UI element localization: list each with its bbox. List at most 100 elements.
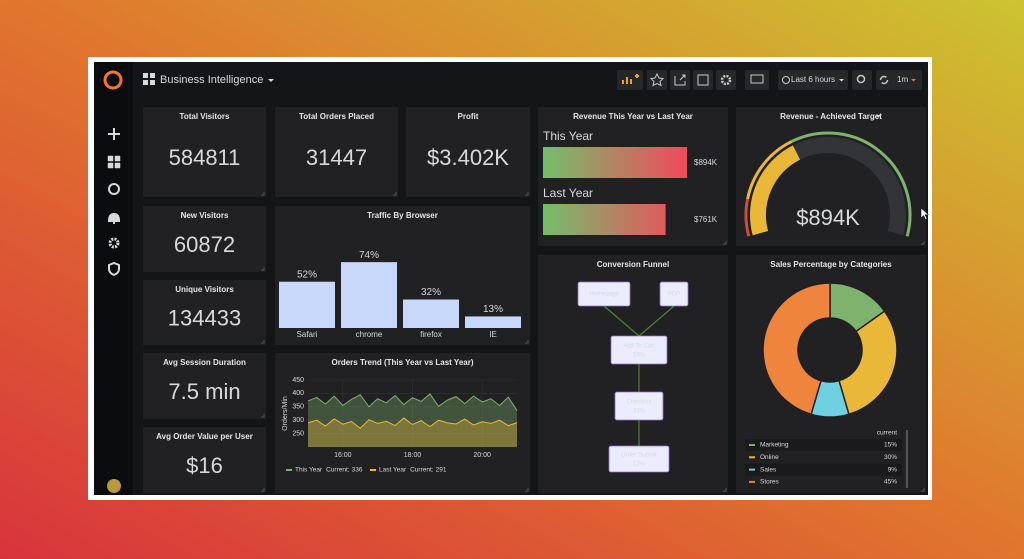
y-tick-label: 350 [292, 404, 304, 411]
bar [543, 204, 666, 235]
funnel-node [577, 281, 631, 307]
sidebar-icons [107, 128, 121, 277]
legend-name: Last Year [379, 467, 407, 474]
node-value: 13% [633, 462, 646, 468]
x-tick-label: 20:00 [473, 452, 491, 459]
bar [543, 147, 688, 178]
settings-button[interactable] [716, 70, 736, 90]
logo[interactable] [103, 70, 123, 90]
zoom-icon [856, 74, 866, 84]
value-label: 32% [421, 287, 441, 298]
create-icon[interactable] [108, 128, 120, 140]
panel-title: Revenue - Achieved Target [780, 112, 882, 121]
bar [279, 281, 335, 328]
panel-title: Total Orders Placed [299, 112, 374, 121]
resize-handle [261, 488, 265, 492]
bar [341, 262, 397, 328]
value-label: 13% [483, 304, 503, 315]
resize-handle [261, 340, 265, 344]
dashboard-title[interactable]: Business Intelligence [160, 74, 263, 86]
legend-swatch [749, 444, 755, 446]
node-label: Homepage [589, 292, 619, 298]
star-icon [649, 72, 665, 87]
funnel-node [608, 445, 670, 473]
dashboard-icon [143, 73, 155, 85]
legend-current: 291 [436, 467, 447, 474]
config-icon[interactable] [108, 237, 120, 249]
stat-value: 31447 [306, 145, 367, 170]
value-label: $894K [694, 158, 718, 167]
panel [406, 107, 530, 197]
stat-value: 584811 [169, 145, 241, 170]
series-area [308, 418, 517, 447]
funnel-node [610, 335, 668, 365]
panel-title: New Visitors [181, 211, 229, 220]
panel-title: Traffic By Browser [367, 211, 438, 220]
value-label: 52% [297, 269, 317, 280]
legend-name: Online [760, 454, 779, 461]
bar-label: This Year [543, 129, 593, 143]
zoom-out-button[interactable] [852, 70, 872, 90]
panel-title: Profit [458, 112, 479, 121]
x-tick-label: IE [489, 330, 497, 339]
legend-name: Sales [760, 466, 777, 473]
y-axis-label: Orders/Min [282, 396, 289, 431]
legend-swatch [749, 468, 755, 471]
x-tick-label: firefox [420, 330, 442, 339]
y-tick-label: 250 [292, 430, 304, 437]
save-icon [697, 74, 709, 86]
node-label: Add To Cart [623, 344, 655, 350]
funnel-edge [603, 305, 640, 337]
legend-name: This Year [295, 467, 323, 474]
legend-swatch [370, 469, 376, 471]
node-label: Order Submit [621, 453, 657, 459]
legend-swatch [749, 456, 755, 459]
settings-icon [720, 74, 732, 86]
star-button[interactable] [647, 70, 667, 90]
panel [143, 206, 266, 272]
bar-label: Last Year [543, 186, 593, 200]
toolbar: Last 6 hours 1m [617, 70, 922, 90]
resize-handle [525, 340, 529, 344]
gauge-value [750, 145, 801, 236]
panel [143, 107, 266, 197]
time-picker[interactable] [778, 70, 848, 90]
admin-icon[interactable] [108, 261, 120, 277]
funnel-node [659, 281, 689, 307]
bar [403, 299, 459, 328]
legend-scrollbar [906, 430, 908, 488]
refresh-picker[interactable] [876, 70, 922, 90]
time-caret [839, 79, 844, 82]
save-button[interactable] [693, 70, 713, 90]
series-line [307, 417, 518, 429]
panel-title: Revenue This Year vs Last Year [573, 112, 693, 121]
panel [143, 427, 266, 493]
legend-swatch [286, 469, 292, 471]
legend-current: 336 [352, 467, 363, 474]
panels: Total Visitors 584811 Total Orders Placed 3… [143, 107, 930, 493]
panel [143, 353, 266, 419]
add-panel-icon [622, 74, 639, 84]
threshold-arc [746, 140, 793, 200]
alerting-icon[interactable] [107, 212, 121, 224]
panel-title: Avg Order Value per User [156, 432, 253, 441]
threshold-arc [744, 198, 751, 237]
view-mode-button[interactable] [745, 70, 769, 90]
stat-value: 60872 [174, 232, 235, 257]
stat-value: $16 [186, 453, 223, 478]
title-caret[interactable] [268, 79, 274, 82]
user-avatar[interactable] [107, 479, 121, 493]
y-tick-label: 400 [292, 390, 304, 397]
monitor-icon [750, 74, 764, 84]
resize-handle [393, 192, 397, 196]
explore-icon[interactable] [108, 183, 120, 195]
legend-name: Stores [760, 479, 780, 486]
funnel-edge [638, 305, 675, 337]
legend-value: 45% [884, 479, 897, 486]
dashboards-icon[interactable] [107, 155, 121, 169]
x-tick-label: chrome [356, 330, 383, 339]
panel-title: Unique Visitors [175, 285, 234, 294]
resize-handle [723, 241, 727, 245]
